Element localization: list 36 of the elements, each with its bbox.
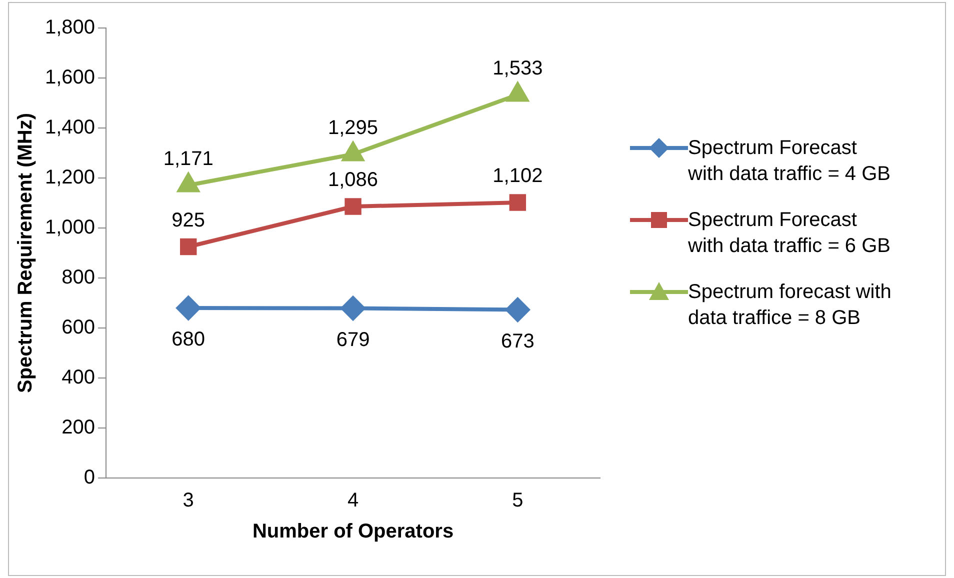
- y-tick-label: 1,000: [44, 216, 96, 239]
- data-label: 925: [172, 209, 206, 232]
- y-tick-label: 1,200: [44, 166, 96, 189]
- legend-label: Spectrum forecast with data traffice = 8 GB: [688, 280, 892, 331]
- data-label: 680: [172, 328, 206, 351]
- data-label: 673: [500, 330, 534, 352]
- x-axis-title: Number of Operators: [252, 520, 454, 543]
- legend-label: Spectrum Forecast with data traffic = 6 GB: [688, 208, 892, 259]
- data-label: 679: [336, 328, 370, 351]
- y-tick-label: 1,400: [44, 116, 96, 139]
- data-label: 1,295: [328, 116, 378, 139]
- y-tick-label: 1,800: [44, 16, 96, 39]
- point: [178, 173, 200, 192]
- x-tick-label: 4: [347, 490, 359, 512]
- point: [180, 238, 197, 256]
- point: [506, 298, 530, 322]
- point: [507, 82, 528, 102]
- data-label: 1,533: [492, 57, 543, 80]
- point: [176, 296, 200, 320]
- data-label: 1,171: [163, 148, 214, 170]
- data-label: 1,086: [328, 169, 378, 192]
- point: [341, 296, 366, 320]
- y-tick-label: 0: [84, 466, 96, 489]
- y-tick-label: 1,600: [44, 66, 96, 89]
- y-axis-title: Spectrum Requirement (MHz): [14, 112, 37, 394]
- legend-label: Spectrum Forecast with data traffic = 4 GB: [688, 136, 892, 187]
- y-tick-label: 800: [62, 266, 96, 289]
- point: [344, 198, 362, 215]
- data-label: 1,102: [492, 165, 543, 188]
- y-tick-label: 200: [62, 416, 96, 439]
- x-tick-label: 3: [182, 490, 194, 512]
- point: [509, 194, 526, 211]
- x-tick-label: 5: [512, 490, 524, 512]
- y-tick-label: 600: [62, 316, 96, 339]
- y-tick-label: 400: [62, 366, 96, 389]
- point: [342, 142, 364, 162]
